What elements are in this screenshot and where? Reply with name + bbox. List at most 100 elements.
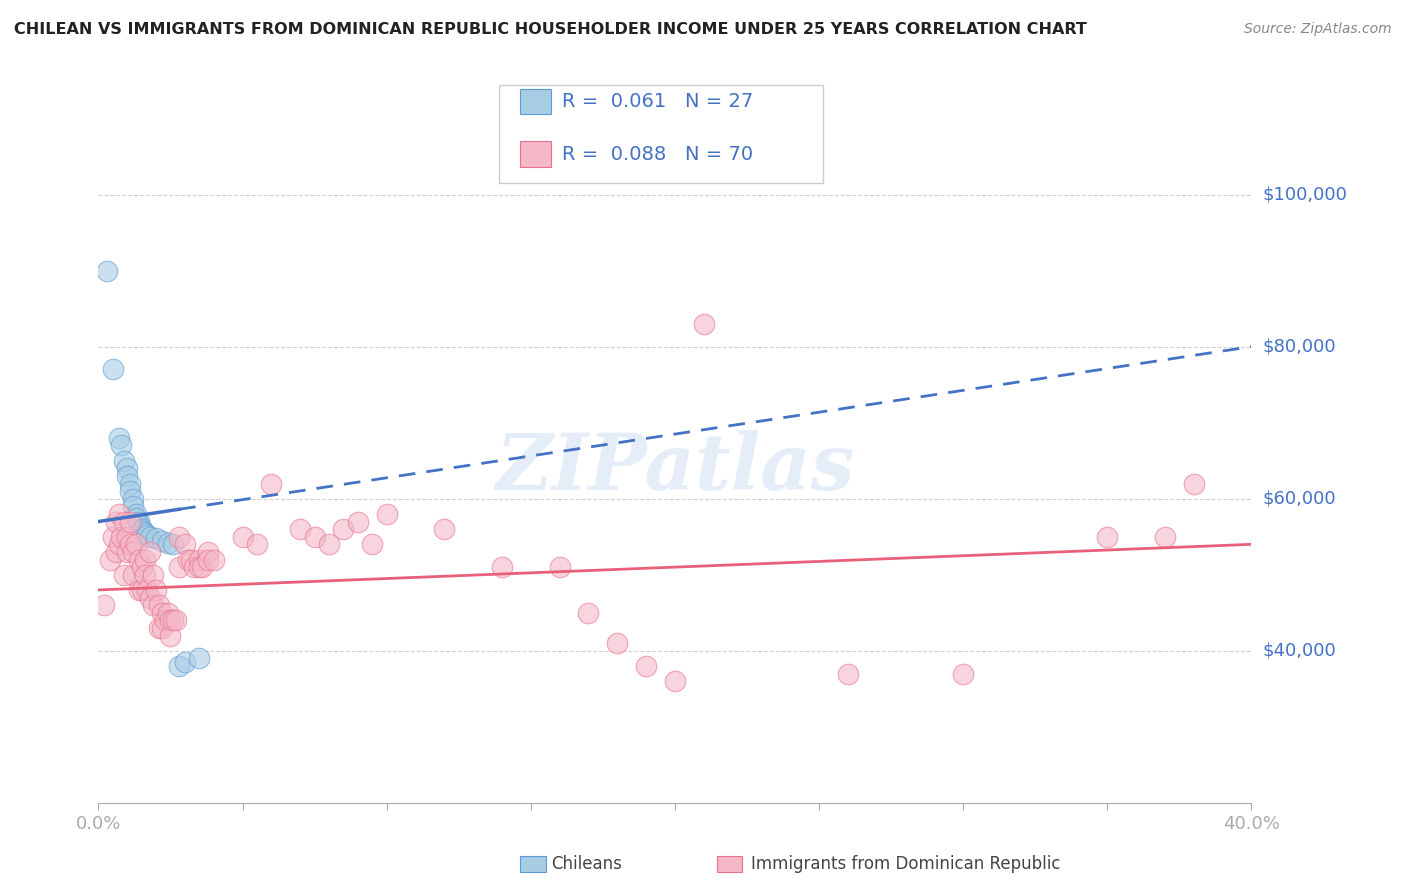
Point — [128, 515, 150, 529]
Point — [128, 582, 150, 597]
Point — [112, 453, 135, 467]
Point — [142, 598, 165, 612]
Point — [107, 507, 129, 521]
Point — [332, 522, 354, 536]
Point — [188, 651, 211, 665]
Point — [122, 567, 145, 582]
Point — [131, 560, 153, 574]
Point — [131, 582, 153, 597]
Text: $40,000: $40,000 — [1263, 641, 1337, 660]
Point — [304, 530, 326, 544]
Point — [693, 317, 716, 331]
Point — [145, 531, 167, 545]
Point — [167, 659, 190, 673]
Point — [167, 560, 190, 574]
Point — [134, 552, 156, 566]
Point — [128, 518, 150, 533]
Point — [136, 528, 159, 542]
Point — [120, 484, 142, 499]
Point — [664, 674, 686, 689]
Point — [318, 537, 340, 551]
Point — [125, 507, 148, 521]
Point — [837, 666, 859, 681]
Point — [548, 560, 571, 574]
Point — [136, 582, 159, 597]
Point — [122, 545, 145, 559]
Point — [134, 525, 156, 540]
Point — [145, 582, 167, 597]
Text: $80,000: $80,000 — [1263, 338, 1337, 356]
Point — [101, 530, 124, 544]
Point — [191, 560, 214, 574]
Text: $100,000: $100,000 — [1263, 186, 1348, 203]
Point — [197, 552, 219, 566]
Point — [183, 560, 205, 574]
Point — [202, 552, 225, 566]
Point — [231, 530, 254, 544]
Point — [491, 560, 513, 574]
Point — [1097, 530, 1119, 544]
Point — [180, 552, 202, 566]
Point — [578, 606, 600, 620]
Text: R =  0.061   N = 27: R = 0.061 N = 27 — [562, 92, 754, 111]
Point — [139, 545, 162, 559]
Point — [104, 515, 127, 529]
Point — [122, 500, 145, 514]
Text: Source: ZipAtlas.com: Source: ZipAtlas.com — [1244, 22, 1392, 37]
Text: $60,000: $60,000 — [1263, 490, 1337, 508]
Point — [156, 606, 179, 620]
Point — [159, 628, 181, 642]
Point — [153, 613, 176, 627]
Point — [120, 515, 142, 529]
Point — [110, 438, 132, 452]
Point — [290, 522, 312, 536]
Point — [107, 537, 129, 551]
Point — [361, 537, 384, 551]
Text: Chileans: Chileans — [551, 855, 621, 873]
Point — [606, 636, 628, 650]
Point — [150, 533, 173, 548]
Point — [98, 552, 121, 566]
Point — [148, 621, 170, 635]
Point — [177, 552, 200, 566]
Point — [125, 510, 148, 524]
Point — [162, 537, 184, 551]
Point — [636, 659, 658, 673]
Point — [159, 613, 181, 627]
Point — [125, 537, 148, 551]
Point — [142, 567, 165, 582]
Point — [122, 491, 145, 506]
Point — [101, 362, 124, 376]
Point — [346, 515, 368, 529]
Point — [117, 545, 138, 559]
Text: CHILEAN VS IMMIGRANTS FROM DOMINICAN REPUBLIC HOUSEHOLDER INCOME UNDER 25 YEARS : CHILEAN VS IMMIGRANTS FROM DOMINICAN REP… — [14, 22, 1087, 37]
Point — [110, 530, 132, 544]
Point — [1153, 530, 1175, 544]
Point — [104, 545, 127, 559]
Point — [150, 621, 173, 635]
Point — [93, 598, 115, 612]
Point — [131, 524, 153, 538]
Point — [139, 591, 162, 605]
Point — [246, 537, 269, 551]
Point — [174, 537, 197, 551]
Point — [120, 476, 142, 491]
Point — [260, 476, 283, 491]
Point — [117, 461, 138, 475]
Point — [117, 530, 138, 544]
Point — [120, 537, 142, 551]
Point — [107, 431, 129, 445]
Point — [197, 545, 219, 559]
Point — [134, 567, 156, 582]
Point — [188, 552, 211, 566]
Point — [1182, 476, 1205, 491]
Point — [112, 515, 135, 529]
Point — [162, 613, 184, 627]
Point — [128, 552, 150, 566]
Point — [156, 536, 179, 550]
Point — [165, 613, 187, 627]
Point — [188, 560, 211, 574]
Point — [174, 655, 197, 669]
Point — [150, 606, 173, 620]
Text: ZIPatlas: ZIPatlas — [495, 430, 855, 507]
